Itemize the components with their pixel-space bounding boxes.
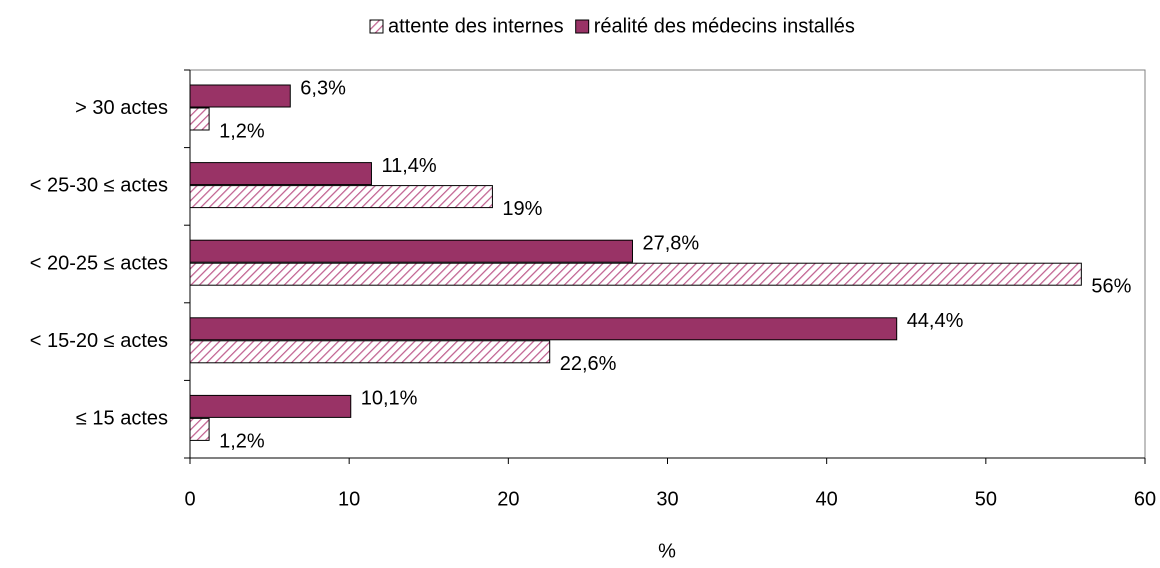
bar xyxy=(189,162,372,186)
legend-swatch xyxy=(369,19,384,34)
bar xyxy=(189,340,551,364)
y-tick-label: < 15-20 ≤ actes xyxy=(30,330,168,352)
x-tick-label: 60 xyxy=(1134,488,1156,510)
value-label: 10,1% xyxy=(361,388,418,410)
bar xyxy=(189,394,352,418)
bar xyxy=(189,185,493,209)
bar xyxy=(189,317,898,341)
bar xyxy=(189,84,291,108)
legend-label: réalité des médecins installés xyxy=(594,15,855,37)
value-label: 1,2% xyxy=(219,431,265,453)
y-tick-label: < 20-25 ≤ actes xyxy=(30,252,168,274)
x-tick-label: 30 xyxy=(656,488,678,510)
bar xyxy=(189,417,210,441)
value-label: 6,3% xyxy=(300,77,346,99)
legend-swatch xyxy=(575,19,590,34)
bar xyxy=(189,262,1082,286)
x-tick-label: 40 xyxy=(816,488,838,510)
value-label: 19% xyxy=(502,198,542,220)
bar xyxy=(189,107,210,131)
value-label: 11,4% xyxy=(381,155,436,177)
bar xyxy=(189,239,633,263)
value-label: 56% xyxy=(1091,275,1131,297)
legend: attente des internes réalité des médecins… xyxy=(369,15,855,37)
value-label: 27,8% xyxy=(642,232,699,254)
y-tick-label: > 30 actes xyxy=(75,97,168,119)
x-axis-label: % xyxy=(658,540,676,562)
x-tick-label: 50 xyxy=(975,488,997,510)
value-label: 22,6% xyxy=(560,353,617,375)
x-tick-label: 10 xyxy=(338,488,360,510)
value-label: 44,4% xyxy=(907,310,964,332)
x-tick-label: 0 xyxy=(184,488,195,510)
value-label: 1,2% xyxy=(219,120,265,142)
y-tick-label: < 25-30 ≤ actes xyxy=(30,175,168,197)
y-tick-label: ≤ 15 actes xyxy=(76,407,168,429)
x-tick-label: 20 xyxy=(497,488,519,510)
legend-label: attente des internes xyxy=(388,15,564,37)
